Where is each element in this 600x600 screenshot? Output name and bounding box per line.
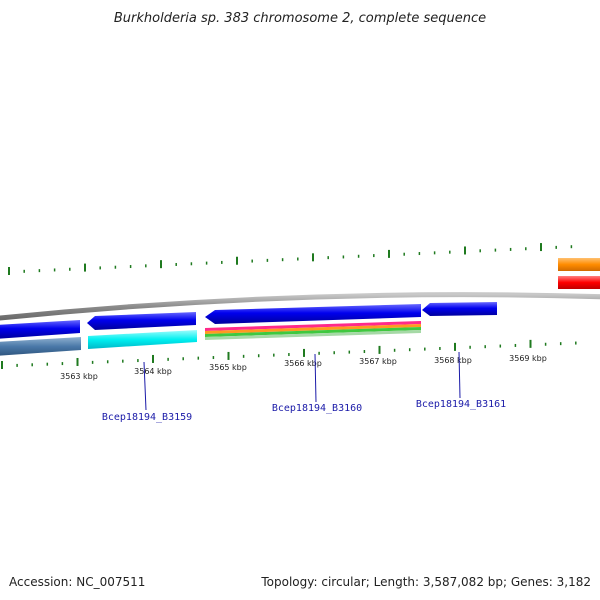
gene-label-line-b3161 bbox=[458, 351, 461, 399]
gene-arrow-b3159[interactable] bbox=[87, 312, 196, 330]
gene-label-line-b3160 bbox=[314, 353, 317, 403]
feature-cyan[interactable] bbox=[88, 330, 197, 349]
tick-label-3563: 3563 kbp bbox=[60, 372, 98, 381]
chromosome-backbone bbox=[0, 292, 600, 321]
gene-label-line-b3159 bbox=[143, 361, 147, 411]
tick-label-3568: 3568 kbp bbox=[434, 356, 472, 365]
tick-label-3565: 3565 kbp bbox=[209, 363, 247, 372]
gene-label-b3159[interactable]: Bcep18194_B3159 bbox=[102, 412, 192, 423]
tick-label-3564: 3564 kbp bbox=[134, 367, 172, 376]
gene-arrow-b3160[interactable] bbox=[205, 304, 421, 324]
feature-stripe-magenta[interactable] bbox=[205, 321, 421, 331]
feature-orange[interactable] bbox=[558, 258, 600, 271]
map-title: Burkholderia sp. 383 chromosome 2, compl… bbox=[114, 11, 486, 26]
tick-label-3569: 3569 kbp bbox=[509, 354, 547, 363]
gene-arrow-b3158[interactable] bbox=[0, 320, 80, 339]
gene-label-b3160[interactable]: Bcep18194_B3160 bbox=[272, 403, 362, 414]
gene-label-b3161[interactable]: Bcep18194_B3161 bbox=[416, 399, 506, 410]
feature-steel-blue[interactable] bbox=[0, 337, 81, 356]
feature-stripe-pale[interactable] bbox=[205, 330, 421, 340]
feature-stripe-orange[interactable] bbox=[205, 324, 421, 334]
topology-summary: Topology: circular; Length: 3,587,082 bp… bbox=[260, 575, 591, 589]
scale-labels: 3563 kbp 3564 kbp 3565 kbp 3566 kbp 3567… bbox=[60, 354, 547, 381]
feature-stripe-green[interactable] bbox=[205, 327, 421, 337]
tick-label-3566: 3566 kbp bbox=[284, 359, 322, 368]
gc-ticks-lower bbox=[1, 339, 577, 369]
accession-text: Accession: NC_007511 bbox=[9, 575, 145, 589]
gc-ticks-upper bbox=[8, 243, 573, 275]
gene-arrow-b3161[interactable] bbox=[422, 302, 497, 316]
feature-red[interactable] bbox=[558, 276, 600, 289]
tick-label-3567: 3567 kbp bbox=[359, 357, 397, 366]
